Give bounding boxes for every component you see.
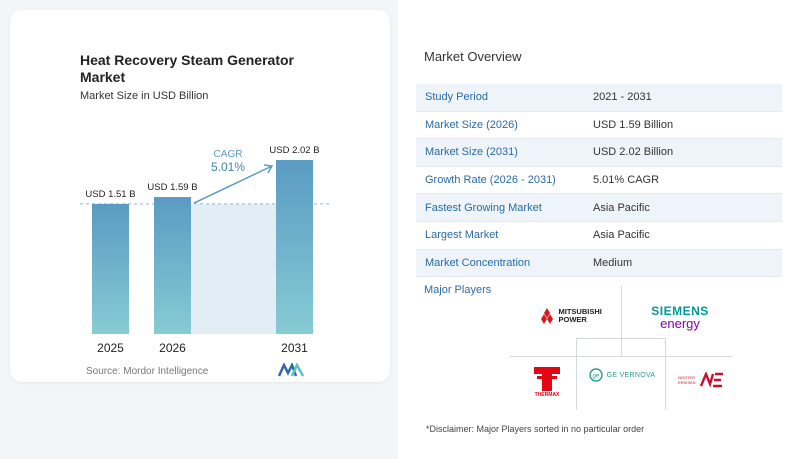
source-note: Source: Mordor Intelligence (86, 366, 209, 377)
bar-2031 (276, 160, 313, 334)
data-label-2025: USD 1.51 B (85, 189, 135, 200)
overview-value: 5.01% CAGR (593, 174, 660, 187)
overview-row: Study Period 2021 - 2031 (416, 84, 782, 112)
nooter-eriksen-text: NOOTER ERIKSEN (678, 375, 696, 385)
siemens-energy-logo: SIEMENS energy (630, 302, 730, 332)
nooter-ne-icon (700, 372, 723, 388)
overview-key: Largest Market (425, 229, 499, 242)
overview-value: 2021 - 2031 (593, 91, 652, 104)
cagr-label: CAGR (214, 149, 243, 160)
nooter-eriksen-logo: NOOTER ERIKSEN (670, 366, 732, 394)
overview-key: Market Size (2026) (425, 118, 518, 131)
mordor-logo-icon (277, 361, 305, 382)
bar-chart: USD 1.51 B 2025 USD 1.59 B 2026 USD 2.02 B 20… (80, 145, 330, 355)
overview-row: Fastest Growing Market Asia Pacific (416, 194, 782, 222)
overview-row: Market Size (2026) USD 1.59 Billion (416, 112, 782, 140)
thermax-logo: THERMAX (522, 362, 572, 402)
major-players-title: Major Players (424, 284, 492, 296)
market-overview-title: Market Overview (424, 49, 522, 64)
data-label-2026: USD 1.59 B (147, 182, 197, 193)
disclaimer-note: *Disclaimer: Major Players sorted in no … (426, 424, 645, 434)
x-tick-2025: 2025 (97, 341, 124, 355)
overview-value: Medium (593, 256, 633, 269)
overview-row: Growth Rate (2026 - 2031) 5.01% CAGR (416, 167, 782, 195)
cagr-arrow (193, 164, 274, 204)
overview-row: Largest Market Asia Pacific (416, 222, 782, 250)
grid-divider (576, 338, 666, 339)
ge-monogram-icon: ge (588, 368, 603, 382)
thermax-t-icon (534, 366, 560, 391)
overview-key: Fastest Growing Market (425, 201, 542, 214)
cagr-value: 5.01% (211, 160, 245, 174)
ge-vernova-text: GE VERNOVA (606, 371, 656, 379)
players-grid: MITSUBISHI POWER SIEMENS energy THERMAX … (510, 286, 732, 410)
energy-text: energy (660, 315, 700, 331)
overview-value: Asia Pacific (593, 229, 650, 242)
grid-divider (510, 356, 732, 357)
ge-vernova-logo: ge GE VERNOVA (580, 362, 664, 388)
overview-key: Market Size (2031) (425, 146, 518, 159)
overview-value: Asia Pacific (593, 201, 650, 214)
mitsubishi-diamonds-icon (540, 308, 553, 324)
grid-divider (621, 286, 622, 356)
overview-key: Market Concentration (425, 256, 531, 269)
overview-table: Study Period 2021 - 2031 Market Size (20… (416, 84, 782, 278)
x-tick-2031: 2031 (281, 341, 308, 355)
siemens-text: SIEMENS (651, 303, 709, 318)
thermax-text: THERMAX (534, 391, 560, 398)
x-tick-2026: 2026 (159, 341, 186, 355)
mitsubishi-power-text: MITSUBISHI POWER (558, 307, 602, 324)
overview-panel (398, 0, 800, 459)
cagr-band (191, 203, 276, 334)
overview-value: USD 1.59 Billion (593, 118, 674, 131)
mitsubishi-power-logo: MITSUBISHI POWER (520, 298, 620, 334)
overview-key: Growth Rate (2026 - 2031) (425, 174, 556, 187)
chart-title: Heat Recovery Steam Generator Market (80, 52, 294, 85)
overview-row: Market Concentration Medium (416, 249, 782, 278)
overview-row: Market Size (2031) USD 2.02 Billion (416, 139, 782, 167)
overview-key: Study Period (425, 91, 488, 104)
overview-value: USD 2.02 Billion (593, 146, 674, 159)
svg-text:ge: ge (592, 374, 599, 380)
bar-2025 (92, 203, 129, 334)
chart-subtitle: Market Size in USD Billion (80, 90, 209, 102)
grid-divider (576, 338, 577, 410)
bar-2026 (154, 197, 191, 334)
grid-divider (665, 338, 666, 410)
data-label-2031: USD 2.02 B (269, 145, 319, 156)
